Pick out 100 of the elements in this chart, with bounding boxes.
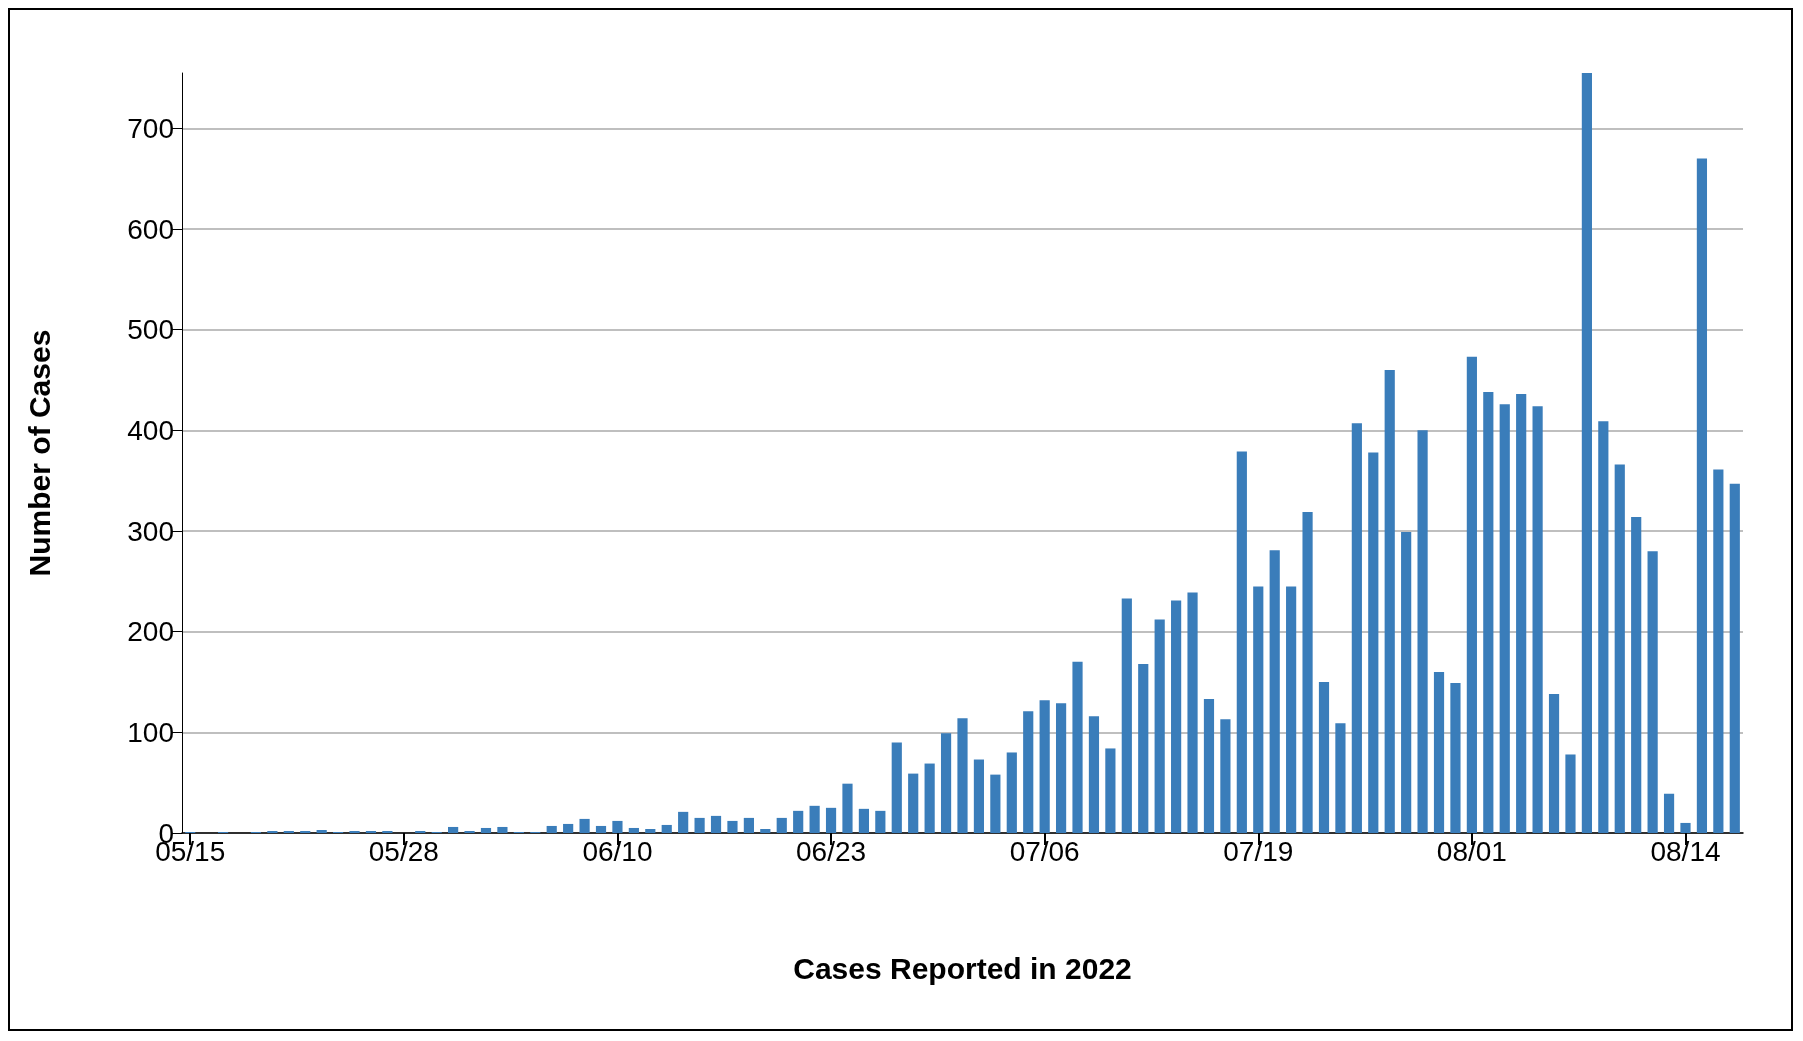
bar	[1187, 592, 1198, 833]
bar	[1286, 586, 1297, 833]
bar	[842, 783, 853, 833]
x-tick-label: 07/06	[1009, 835, 1080, 867]
x-tick-label: 06/23	[796, 835, 867, 867]
bar	[1532, 406, 1543, 833]
bar	[957, 718, 968, 833]
y-tick-label: 400	[127, 414, 174, 446]
bar	[1581, 73, 1592, 833]
bar	[1351, 423, 1362, 833]
bar	[924, 763, 935, 833]
bar	[1335, 723, 1346, 833]
bar	[382, 830, 393, 833]
bar	[1088, 716, 1100, 833]
bar	[1253, 586, 1264, 833]
y-tick-label: 100	[127, 716, 174, 748]
x-axis-title: Cases Reported in 2022	[793, 951, 1132, 985]
bar	[415, 830, 426, 833]
bar	[825, 807, 837, 833]
bar	[940, 733, 952, 833]
bar	[546, 825, 557, 833]
bar	[283, 830, 294, 833]
bar	[1614, 464, 1625, 833]
bar	[1631, 516, 1642, 833]
bar	[1663, 793, 1675, 833]
bar	[1565, 754, 1576, 833]
bar	[1121, 598, 1132, 833]
bar	[743, 817, 754, 833]
bar	[579, 818, 590, 833]
bar	[1220, 719, 1231, 833]
bar	[1417, 430, 1428, 833]
bar	[1023, 711, 1034, 833]
bar	[628, 827, 639, 833]
y-tick-label: 700	[127, 112, 174, 144]
bar	[1302, 511, 1313, 833]
bar	[595, 825, 607, 833]
bar	[1450, 683, 1461, 833]
bar	[448, 826, 459, 833]
bar	[1368, 452, 1379, 833]
bar	[1499, 404, 1510, 833]
x-tick-label: 06/10	[582, 835, 653, 867]
bar	[1138, 663, 1149, 833]
bar	[300, 830, 311, 833]
bar	[464, 830, 475, 833]
bar	[1433, 671, 1445, 833]
bar	[990, 774, 1001, 833]
bar	[563, 823, 574, 833]
bar	[710, 815, 722, 833]
bar	[612, 820, 623, 833]
bar	[891, 742, 902, 833]
x-tick-label: 05/28	[368, 835, 439, 867]
bar	[497, 826, 508, 833]
bar	[1039, 700, 1050, 833]
bar	[1401, 532, 1412, 833]
bar	[1236, 451, 1247, 833]
bar	[1105, 748, 1116, 833]
bar	[1006, 752, 1017, 833]
bar	[727, 820, 738, 833]
bar	[661, 824, 672, 833]
y-tick-label: 200	[127, 616, 174, 648]
bar	[1318, 682, 1330, 833]
bar	[973, 759, 985, 833]
bar	[480, 827, 492, 833]
bar	[1483, 392, 1494, 833]
bar	[1548, 694, 1560, 833]
bar	[1384, 369, 1395, 833]
bar	[316, 829, 327, 833]
bar	[776, 817, 787, 833]
x-tick-label: 07/19	[1223, 835, 1294, 867]
y-tick-label: 600	[127, 213, 174, 245]
x-tick-label: 08/14	[1650, 835, 1721, 867]
bar	[875, 810, 886, 833]
bar	[1647, 551, 1658, 833]
x-tick-label: 08/01	[1436, 835, 1507, 867]
bar	[1598, 421, 1609, 833]
bar	[1203, 699, 1215, 833]
bar	[760, 828, 771, 833]
bar	[858, 808, 869, 833]
bar	[1154, 619, 1165, 833]
bar	[1171, 600, 1182, 833]
bar	[1466, 356, 1477, 833]
y-axis-title: Number of Cases	[22, 329, 56, 577]
bar	[908, 773, 919, 833]
bar	[809, 805, 820, 833]
bar	[645, 828, 656, 833]
bar	[1729, 483, 1740, 833]
bar	[1696, 158, 1708, 833]
bar	[365, 830, 377, 833]
bar	[267, 830, 278, 833]
bar	[678, 811, 689, 833]
bar	[1056, 703, 1067, 833]
bar	[1680, 822, 1691, 833]
bar	[793, 810, 804, 833]
bar	[1269, 550, 1280, 833]
bar	[694, 817, 705, 833]
bar	[349, 830, 360, 833]
y-tick-label: 500	[127, 314, 174, 346]
y-tick-label: 300	[127, 515, 174, 547]
bar	[1713, 469, 1724, 833]
bar	[1072, 661, 1083, 833]
